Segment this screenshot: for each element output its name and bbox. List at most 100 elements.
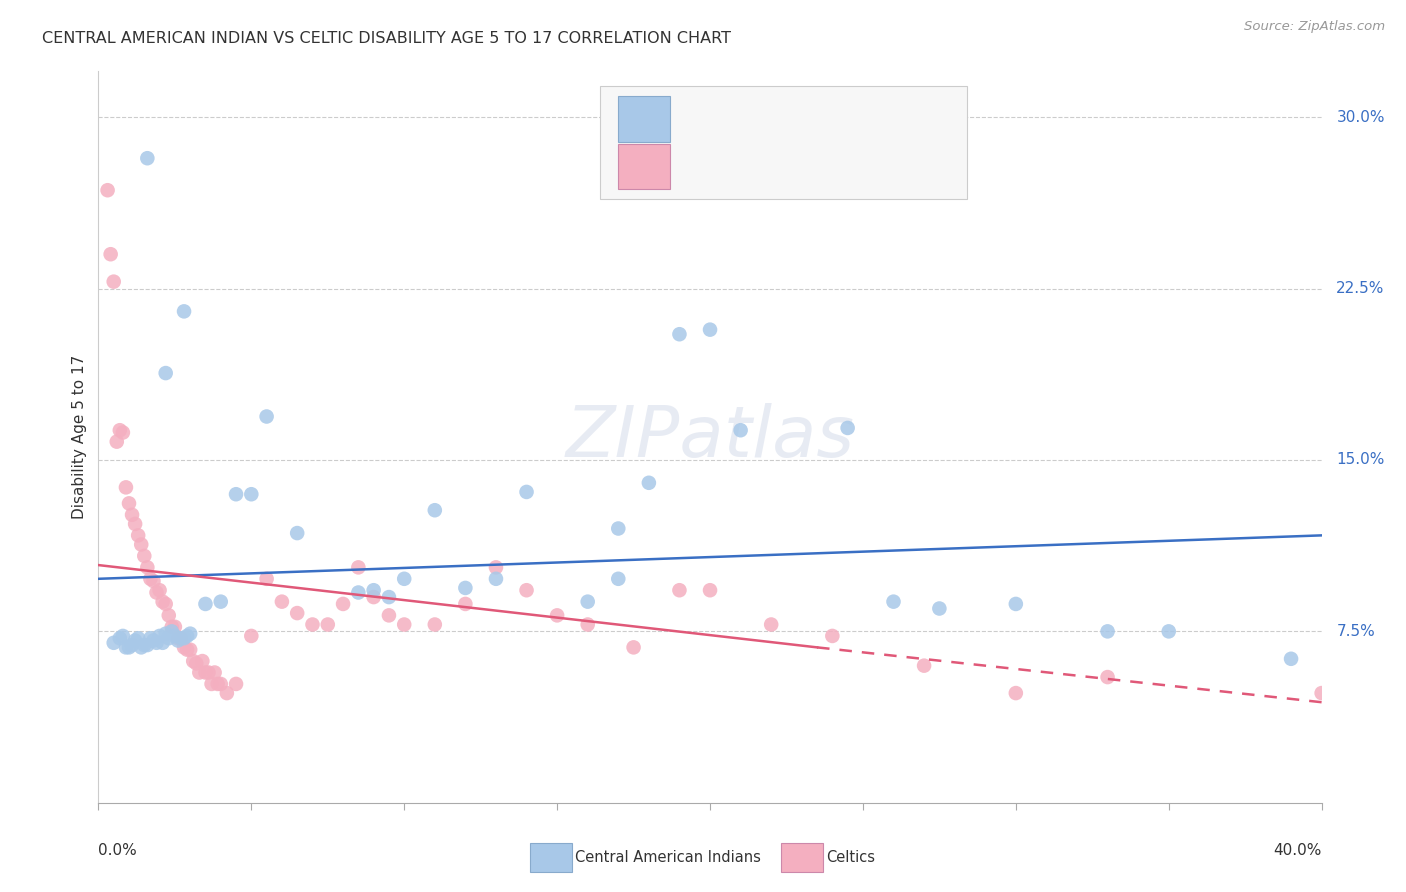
Point <box>1097 624 1119 639</box>
Point <box>111 629 134 643</box>
Point <box>209 677 232 691</box>
Point <box>912 658 935 673</box>
Point <box>194 597 217 611</box>
Point <box>576 617 599 632</box>
Point <box>176 642 198 657</box>
FancyBboxPatch shape <box>600 86 967 200</box>
Point <box>607 572 630 586</box>
Point <box>142 633 165 648</box>
Point <box>928 601 950 615</box>
Point <box>256 572 278 586</box>
Point <box>145 636 167 650</box>
Point <box>516 583 538 598</box>
Point <box>127 528 149 542</box>
Point <box>516 485 538 500</box>
Point <box>378 590 401 604</box>
Point <box>423 503 446 517</box>
Text: CENTRAL AMERICAN INDIAN VS CELTIC DISABILITY AGE 5 TO 17 CORRELATION CHART: CENTRAL AMERICAN INDIAN VS CELTIC DISABI… <box>42 31 731 46</box>
Point <box>1310 686 1333 700</box>
Point <box>167 633 190 648</box>
Point <box>136 151 159 165</box>
Text: Source: ZipAtlas.com: Source: ZipAtlas.com <box>1244 20 1385 33</box>
Point <box>152 636 174 650</box>
Point <box>157 608 180 623</box>
Point <box>152 594 174 608</box>
Point <box>163 629 186 643</box>
Point <box>173 632 195 646</box>
Point <box>103 275 125 289</box>
Point <box>363 590 385 604</box>
Point <box>347 560 370 574</box>
Point <box>454 597 477 611</box>
Point <box>139 632 162 646</box>
Point <box>118 640 141 655</box>
Point <box>1157 624 1180 639</box>
Point <box>378 608 401 623</box>
Point <box>173 304 195 318</box>
Text: R =  0.097   N = 56: R = 0.097 N = 56 <box>682 112 839 127</box>
Point <box>423 617 446 632</box>
Point <box>485 572 508 586</box>
Point <box>668 327 690 342</box>
Point <box>108 423 131 437</box>
Text: 30.0%: 30.0% <box>1336 110 1385 125</box>
Text: 15.0%: 15.0% <box>1336 452 1385 467</box>
Point <box>97 183 120 197</box>
FancyBboxPatch shape <box>619 144 669 189</box>
Point <box>129 537 152 551</box>
Point <box>197 665 219 680</box>
Point <box>225 677 247 691</box>
Point <box>160 620 183 634</box>
Point <box>170 632 193 646</box>
Point <box>136 638 159 652</box>
Point <box>170 632 193 646</box>
Point <box>134 549 156 563</box>
Text: Celtics: Celtics <box>827 850 876 865</box>
Point <box>225 487 247 501</box>
Point <box>160 624 183 639</box>
Point <box>121 508 143 522</box>
Point <box>240 629 263 643</box>
Point <box>240 487 263 501</box>
Point <box>699 323 721 337</box>
Point <box>186 657 208 671</box>
Point <box>173 640 195 655</box>
Point <box>1279 652 1302 666</box>
Point <box>347 585 370 599</box>
Point <box>759 617 782 632</box>
Point <box>316 617 339 632</box>
Point <box>363 583 385 598</box>
Point <box>637 475 661 490</box>
Point <box>392 617 416 632</box>
Point <box>163 620 186 634</box>
Point <box>204 665 226 680</box>
Point <box>142 574 165 588</box>
Point <box>127 632 149 646</box>
Point <box>115 480 138 494</box>
Point <box>124 633 146 648</box>
Point <box>145 585 167 599</box>
Point <box>155 597 177 611</box>
Point <box>454 581 477 595</box>
Point <box>176 629 198 643</box>
Point <box>730 423 752 437</box>
Point <box>668 583 690 598</box>
Point <box>105 434 128 449</box>
Text: 40.0%: 40.0% <box>1274 843 1322 858</box>
Point <box>188 665 211 680</box>
Point <box>136 560 159 574</box>
Point <box>392 572 416 586</box>
Point <box>1004 597 1026 611</box>
Point <box>623 640 645 655</box>
Point <box>207 677 229 691</box>
Point <box>100 247 122 261</box>
FancyBboxPatch shape <box>780 843 823 872</box>
Point <box>167 632 190 646</box>
Text: 22.5%: 22.5% <box>1336 281 1385 296</box>
Text: Central American Indians: Central American Indians <box>575 850 762 865</box>
Point <box>332 597 354 611</box>
Point <box>124 516 146 531</box>
Point <box>301 617 323 632</box>
Point <box>1004 686 1026 700</box>
Point <box>485 560 508 574</box>
